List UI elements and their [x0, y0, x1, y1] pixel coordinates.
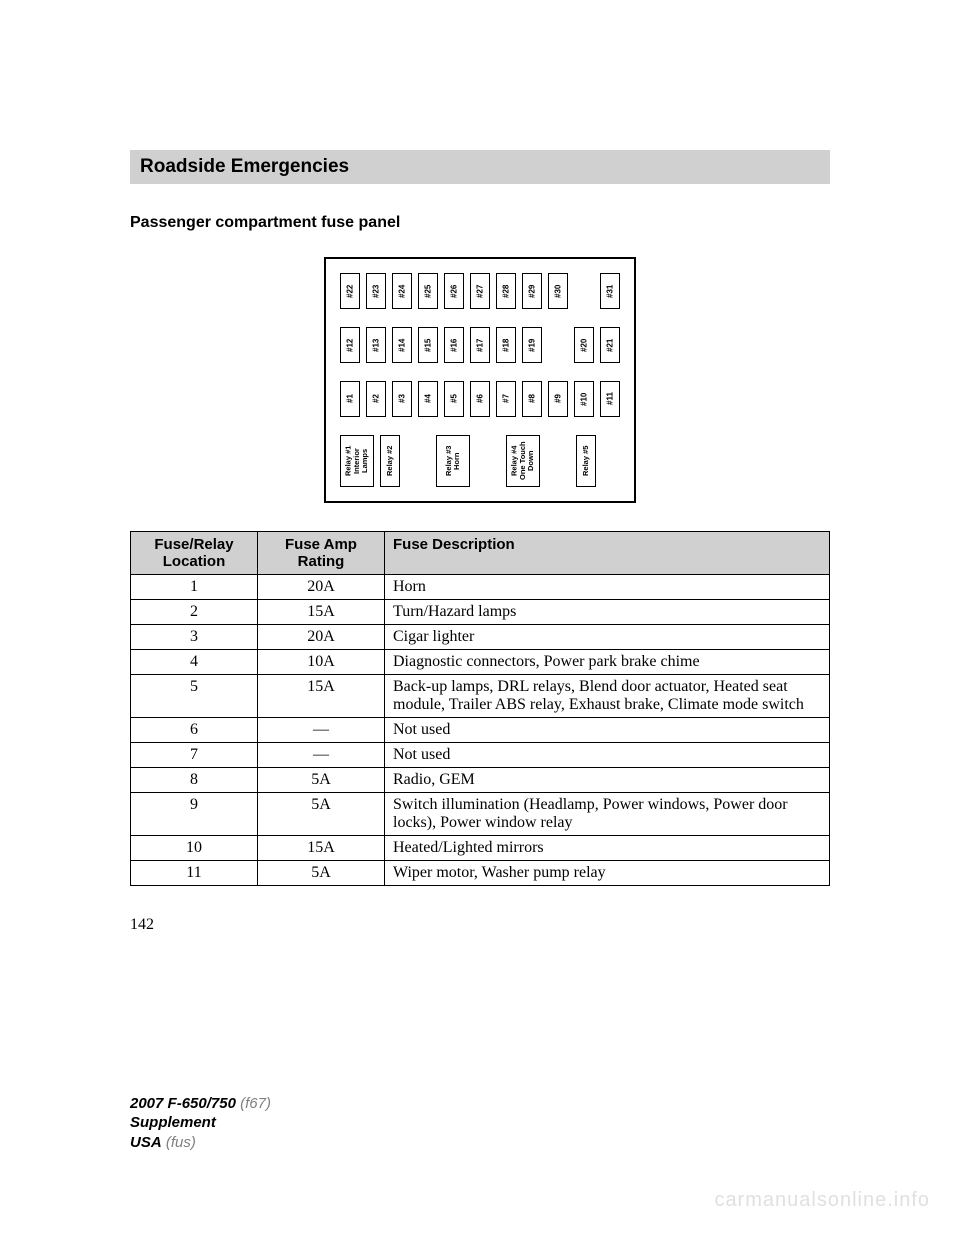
fuse-slot: #11 — [600, 381, 620, 417]
cell-location: 4 — [131, 650, 258, 675]
cell-location: 2 — [131, 600, 258, 625]
fuse-slot: #15 — [418, 327, 438, 363]
watermark: carmanualsonline.info — [714, 1189, 930, 1212]
relay-slot: Relay #5 — [576, 435, 596, 487]
cell-location: 3 — [131, 625, 258, 650]
fuse-slot: #7 — [496, 381, 516, 417]
relay-slot: Relay #2 — [380, 435, 400, 487]
fuse-slot: #31 — [600, 273, 620, 309]
fuse-slot: #27 — [470, 273, 490, 309]
table-header-description: Fuse Description — [385, 532, 830, 575]
cell-amp: 15A — [258, 675, 385, 718]
relay-slot: Relay #3Horn — [436, 435, 470, 487]
cell-amp: 10A — [258, 650, 385, 675]
fuse-slot: #16 — [444, 327, 464, 363]
fuse-slot: #26 — [444, 273, 464, 309]
cell-location: 9 — [131, 793, 258, 836]
table-row: 410ADiagnostic connectors, Power park br… — [131, 650, 830, 675]
cell-amp: 15A — [258, 600, 385, 625]
cell-location: 11 — [131, 861, 258, 886]
footer-supplement: Supplement — [130, 1114, 216, 1131]
table-row: 115AWiper motor, Washer pump relay — [131, 861, 830, 886]
fuse-slot: #19 — [522, 327, 542, 363]
fuse-slot: #23 — [366, 273, 386, 309]
fuse-slot: #8 — [522, 381, 542, 417]
fuse-slot: #4 — [418, 381, 438, 417]
cell-location: 5 — [131, 675, 258, 718]
table-row: 120AHorn — [131, 575, 830, 600]
cell-location: 8 — [131, 768, 258, 793]
fuse-diagram: #22 #23 #24 #25 #26 #27 #28 #29 #30 #31 #12 #13 #14… — [130, 257, 830, 503]
footer-market-code: (fus) — [166, 1134, 196, 1151]
relay-slot: Relay #1InteriorLamps — [340, 435, 374, 487]
table-row: 6—Not used — [131, 718, 830, 743]
cell-amp: — — [258, 718, 385, 743]
table-row: 95ASwitch illumination (Headlamp, Power … — [131, 793, 830, 836]
fuse-slot: #22 — [340, 273, 360, 309]
fuse-slot: #24 — [392, 273, 412, 309]
fuse-slot: #25 — [418, 273, 438, 309]
fuse-slot: #18 — [496, 327, 516, 363]
cell-description: Switch illumination (Headlamp, Power win… — [385, 793, 830, 836]
cell-description: Radio, GEM — [385, 768, 830, 793]
fuse-slot: #1 — [340, 381, 360, 417]
fuse-slot: #10 — [574, 381, 594, 417]
cell-description: Cigar lighter — [385, 625, 830, 650]
cell-amp: 5A — [258, 793, 385, 836]
table-row: 85ARadio, GEM — [131, 768, 830, 793]
cell-amp: 20A — [258, 625, 385, 650]
fuse-slot: #2 — [366, 381, 386, 417]
cell-amp: 5A — [258, 768, 385, 793]
cell-description: Horn — [385, 575, 830, 600]
fuse-slot: #21 — [600, 327, 620, 363]
cell-description: Not used — [385, 743, 830, 768]
fuse-slot: #28 — [496, 273, 516, 309]
footer-model: 2007 F-650/750 — [130, 1095, 236, 1112]
page-number: 142 — [130, 916, 830, 934]
cell-location: 10 — [131, 836, 258, 861]
fuse-slot: #3 — [392, 381, 412, 417]
fuse-slot: #6 — [470, 381, 490, 417]
fuse-slot: #29 — [522, 273, 542, 309]
footer: 2007 F-650/750 (f67) Supplement USA (fus… — [130, 1094, 271, 1153]
cell-description: Wiper motor, Washer pump relay — [385, 861, 830, 886]
relay-slot: Relay #4One TouchDown — [506, 435, 540, 487]
fuse-slot: #14 — [392, 327, 412, 363]
cell-description: Turn/Hazard lamps — [385, 600, 830, 625]
subheading: Passenger compartment fuse panel — [130, 214, 830, 232]
fuse-slot: #17 — [470, 327, 490, 363]
cell-amp: 20A — [258, 575, 385, 600]
cell-location: 7 — [131, 743, 258, 768]
fuse-slot: #12 — [340, 327, 360, 363]
table-row: 1015AHeated/Lighted mirrors — [131, 836, 830, 861]
fuse-slot: #30 — [548, 273, 568, 309]
table-row: 515ABack-up lamps, DRL relays, Blend doo… — [131, 675, 830, 718]
table-row: 7—Not used — [131, 743, 830, 768]
cell-amp: 5A — [258, 861, 385, 886]
footer-market: USA — [130, 1134, 162, 1151]
cell-location: 6 — [131, 718, 258, 743]
fuse-slot: #20 — [574, 327, 594, 363]
cell-amp: — — [258, 743, 385, 768]
table-row: 320ACigar lighter — [131, 625, 830, 650]
fuse-table: Fuse/RelayLocation Fuse AmpRating Fuse D… — [130, 531, 830, 886]
cell-amp: 15A — [258, 836, 385, 861]
cell-description: Diagnostic connectors, Power park brake … — [385, 650, 830, 675]
fuse-slot: #13 — [366, 327, 386, 363]
cell-location: 1 — [131, 575, 258, 600]
table-row: 215ATurn/Hazard lamps — [131, 600, 830, 625]
cell-description: Back-up lamps, DRL relays, Blend door ac… — [385, 675, 830, 718]
footer-model-code: (f67) — [240, 1095, 271, 1112]
table-header-location: Fuse/RelayLocation — [131, 532, 258, 575]
section-header: Roadside Emergencies — [130, 150, 830, 184]
cell-description: Heated/Lighted mirrors — [385, 836, 830, 861]
cell-description: Not used — [385, 718, 830, 743]
fuse-slot: #9 — [548, 381, 568, 417]
fuse-slot: #5 — [444, 381, 464, 417]
table-header-rating: Fuse AmpRating — [258, 532, 385, 575]
